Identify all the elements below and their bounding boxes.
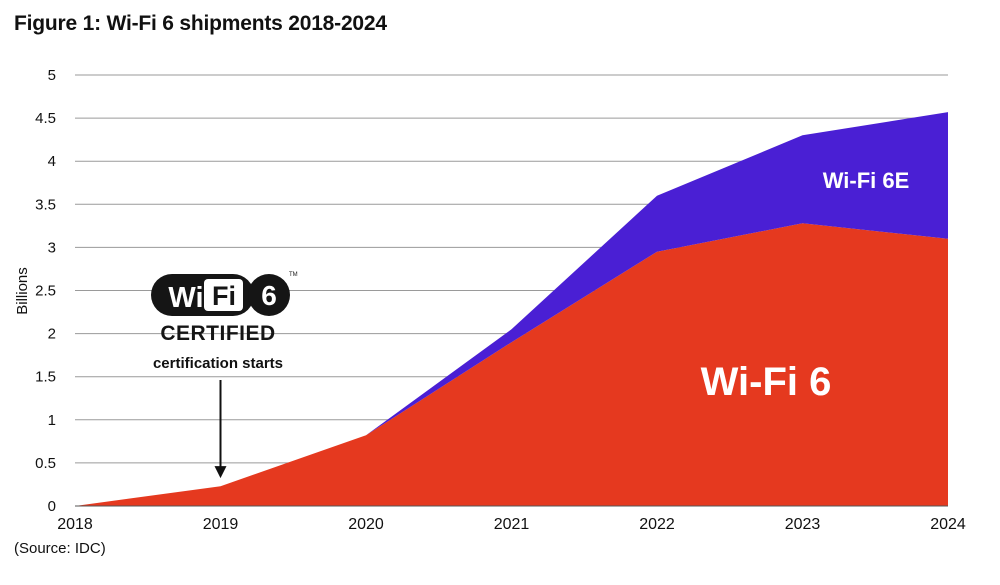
- certification-annotation: certification starts: [153, 355, 283, 479]
- y-tick-label: 4: [48, 153, 56, 170]
- logo-wi-text: Wi: [168, 282, 203, 314]
- logo-6-text: 6: [261, 280, 277, 311]
- y-tick-label: 0: [48, 498, 56, 515]
- y-tick-label: 3: [48, 239, 56, 256]
- axes: 0 0.5 1 1.5 2 2.5 3 3.5 4 4.5 5 2018 2019 2020 2021 202…: [14, 67, 966, 533]
- y-tick-label: 1.5: [35, 369, 56, 386]
- y-tick-label: 4.5: [35, 110, 56, 127]
- x-tick-label: 2024: [930, 516, 966, 533]
- logo-fi-text: Fi: [212, 281, 236, 311]
- wifi-6-certified-logo: Wi Fi 6 TM CERTIFIED: [151, 272, 298, 345]
- svg-text:TM: TM: [289, 272, 298, 278]
- y-tick-label: 2.5: [35, 283, 56, 300]
- y-tick-label: 1: [48, 412, 56, 429]
- annotation-certification-starts: certification starts: [153, 355, 283, 372]
- series-labels: Wi-Fi 6 Wi-Fi 6E: [701, 168, 910, 404]
- series-label-wifi-6e: Wi-Fi 6E: [823, 168, 910, 193]
- figure-title: Figure 1: Wi-Fi 6 shipments 2018-2024: [14, 12, 387, 35]
- y-tick-label: 2: [48, 326, 56, 343]
- source-note: (Source: IDC): [14, 540, 106, 557]
- wifi-shipments-area-chart: 0 0.5 1 1.5 2 2.5 3 3.5 4 4.5 5 2018 2019 2020 2021 202…: [14, 67, 966, 533]
- stacked-areas: [75, 112, 948, 507]
- x-tick-label: 2020: [348, 516, 384, 533]
- y-tick-label: 3.5: [35, 196, 56, 213]
- x-tick-label: 2022: [639, 516, 675, 533]
- x-tick-label: 2021: [494, 516, 530, 533]
- x-tick-label: 2019: [203, 516, 239, 533]
- annotation-arrow-head: [214, 466, 227, 479]
- series-label-wifi-6: Wi-Fi 6: [701, 360, 832, 404]
- area-series-wifi-6: [75, 223, 948, 507]
- area-series-wifi-6e: [75, 112, 948, 506]
- logo-certified-label: CERTIFIED: [160, 322, 275, 345]
- x-tick-label: 2023: [785, 516, 821, 533]
- y-tick-label: 0.5: [35, 455, 56, 472]
- y-axis-label: Billions: [14, 267, 31, 315]
- y-tick-label: 5: [48, 67, 56, 84]
- x-tick-label: 2018: [57, 516, 93, 533]
